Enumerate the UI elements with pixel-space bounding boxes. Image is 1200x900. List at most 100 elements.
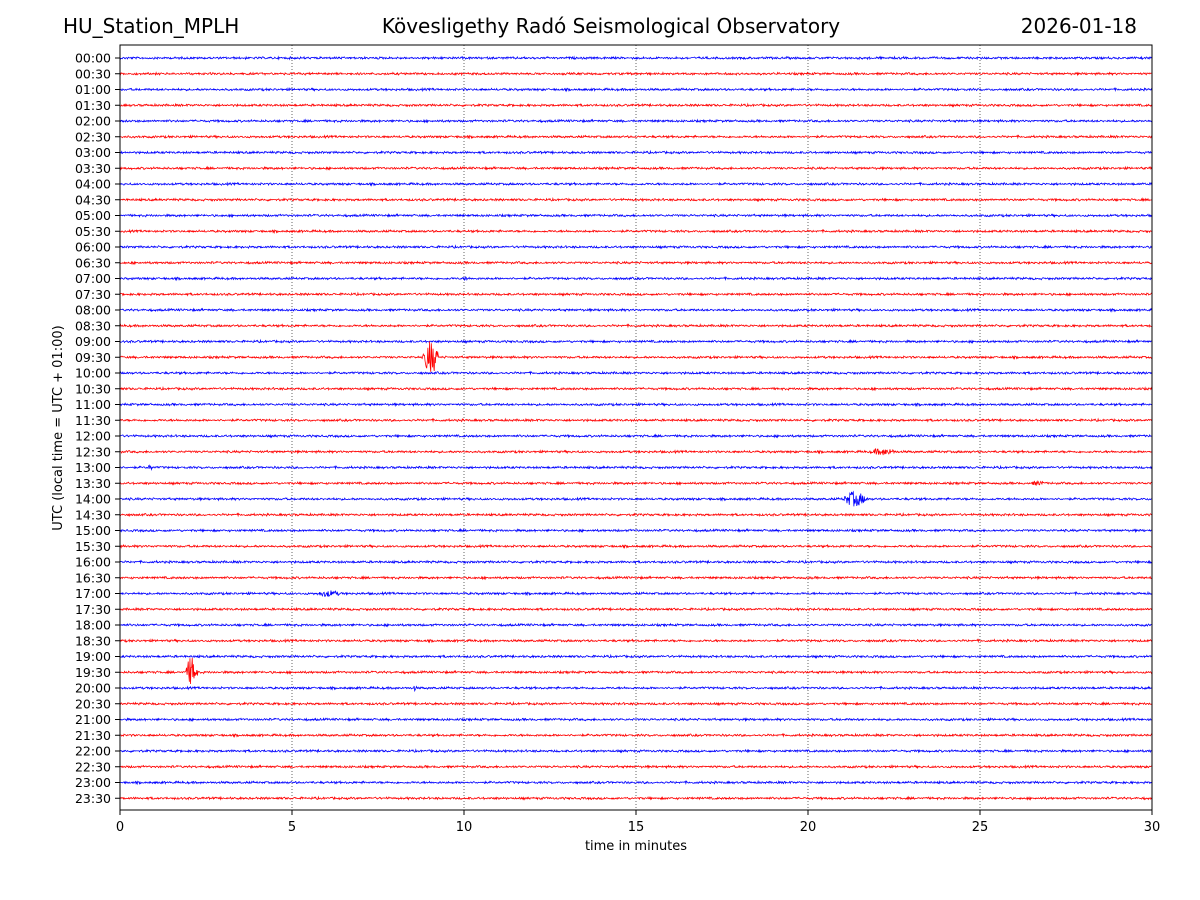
row-label: 00:00 — [75, 51, 111, 66]
trace-2200 — [119, 748, 1152, 754]
trace-2000 — [119, 685, 1153, 693]
row-label: 08:30 — [75, 318, 111, 333]
trace-1800 — [119, 622, 1153, 628]
row-label: 23:30 — [75, 791, 111, 806]
row-label: 15:00 — [75, 523, 111, 538]
trace-1900 — [119, 653, 1153, 659]
row-label: 17:30 — [75, 602, 111, 617]
trace-0430 — [119, 197, 1153, 203]
row-label: 04:30 — [75, 192, 111, 207]
row-label: 18:30 — [75, 633, 111, 648]
x-tick-label: 10 — [456, 820, 473, 835]
row-label: 05:00 — [75, 208, 111, 223]
row-label: 12:00 — [75, 429, 111, 444]
row-label: 01:00 — [75, 82, 111, 97]
x-tick-label: 5 — [288, 820, 296, 835]
row-label: 03:30 — [75, 161, 111, 176]
trace-1930 — [119, 657, 1153, 685]
trace-1400 — [119, 490, 1153, 507]
row-label: 13:30 — [75, 476, 111, 491]
trace-0830 — [119, 323, 1153, 329]
y-axis-ticks: 00:0000:3001:0001:3002:0002:3003:0003:30… — [75, 51, 120, 806]
row-label: 03:00 — [75, 145, 111, 160]
row-label: 04:00 — [75, 177, 111, 192]
row-label: 23:00 — [75, 775, 111, 790]
trace-1700 — [119, 590, 1153, 597]
trace-0930 — [119, 341, 1153, 372]
trace-0230 — [119, 134, 1153, 140]
row-label: 06:30 — [75, 255, 111, 270]
row-label: 21:30 — [75, 728, 111, 743]
trace-0700 — [119, 275, 1153, 282]
row-label: 05:30 — [75, 224, 111, 239]
row-label: 14:30 — [75, 507, 111, 522]
row-label: 00:30 — [75, 66, 111, 81]
trace-1330 — [119, 480, 1153, 486]
trace-1100 — [119, 401, 1153, 408]
row-label: 02:00 — [75, 114, 111, 129]
trace-1230 — [119, 448, 1153, 456]
row-label: 16:30 — [75, 570, 111, 585]
row-label: 12:30 — [75, 444, 111, 459]
trace-1630 — [119, 575, 1153, 581]
row-label: 11:00 — [75, 397, 111, 412]
trace-2100 — [119, 716, 1153, 723]
row-label: 07:00 — [75, 271, 111, 286]
x-tick-label: 30 — [1144, 820, 1161, 835]
row-label: 09:30 — [75, 350, 111, 365]
trace-0300 — [119, 149, 1153, 155]
trace-0800 — [119, 307, 1153, 313]
x-tick-label: 25 — [972, 820, 989, 835]
row-label: 10:00 — [75, 366, 111, 381]
row-label: 20:00 — [75, 681, 111, 696]
observatory-title: Kövesligethy Radó Seismological Observat… — [381, 14, 841, 38]
trace-0000 — [119, 55, 1153, 61]
trace-0030 — [119, 71, 1153, 77]
trace-0900 — [119, 338, 1153, 344]
trace-0600 — [119, 244, 1153, 250]
row-label: 16:00 — [75, 555, 111, 570]
trace-1130 — [119, 417, 1153, 423]
row-label: 20:30 — [75, 696, 111, 711]
row-label: 15:30 — [75, 539, 111, 554]
record-date: 2026-01-18 — [1020, 14, 1137, 38]
trace-0530 — [119, 228, 1153, 234]
row-label: 09:00 — [75, 334, 111, 349]
row-label: 02:30 — [75, 129, 111, 144]
row-label: 21:00 — [75, 712, 111, 727]
x-tick-label: 0 — [116, 820, 124, 835]
trace-2130 — [119, 732, 1153, 738]
row-label: 22:30 — [75, 759, 111, 774]
trace-0730 — [119, 291, 1153, 297]
trace-1730 — [119, 606, 1153, 612]
row-label: 19:00 — [75, 649, 111, 664]
trace-1000 — [119, 370, 1153, 376]
trace-0200 — [119, 118, 1153, 124]
row-label: 18:00 — [75, 618, 111, 633]
station-name: HU_Station_MPLH — [63, 14, 240, 38]
trace-2230 — [119, 764, 1153, 770]
row-label: 10:30 — [75, 381, 111, 396]
trace-2300 — [119, 779, 1153, 786]
row-label: 17:00 — [75, 586, 111, 601]
x-tick-label: 15 — [628, 820, 645, 835]
trace-0500 — [119, 212, 1153, 219]
row-label: 11:30 — [75, 413, 111, 428]
row-label: 06:00 — [75, 240, 111, 255]
row-label: 19:30 — [75, 665, 111, 680]
trace-1300 — [119, 464, 1153, 471]
y-axis-label: UTC (local time = UTC + 01:00) — [51, 325, 66, 530]
trace-1030 — [119, 386, 1153, 392]
row-label: 13:00 — [75, 460, 111, 475]
trace-0630 — [119, 260, 1153, 266]
trace-0400 — [119, 181, 1153, 187]
row-label: 22:00 — [75, 744, 111, 759]
trace-0330 — [119, 165, 1153, 171]
trace-0100 — [119, 87, 1153, 93]
x-axis-label: time in minutes — [585, 839, 687, 854]
trace-1500 — [119, 527, 1153, 534]
trace-1530 — [119, 543, 1153, 549]
trace-2330 — [119, 795, 1153, 801]
row-label: 01:30 — [75, 98, 111, 113]
